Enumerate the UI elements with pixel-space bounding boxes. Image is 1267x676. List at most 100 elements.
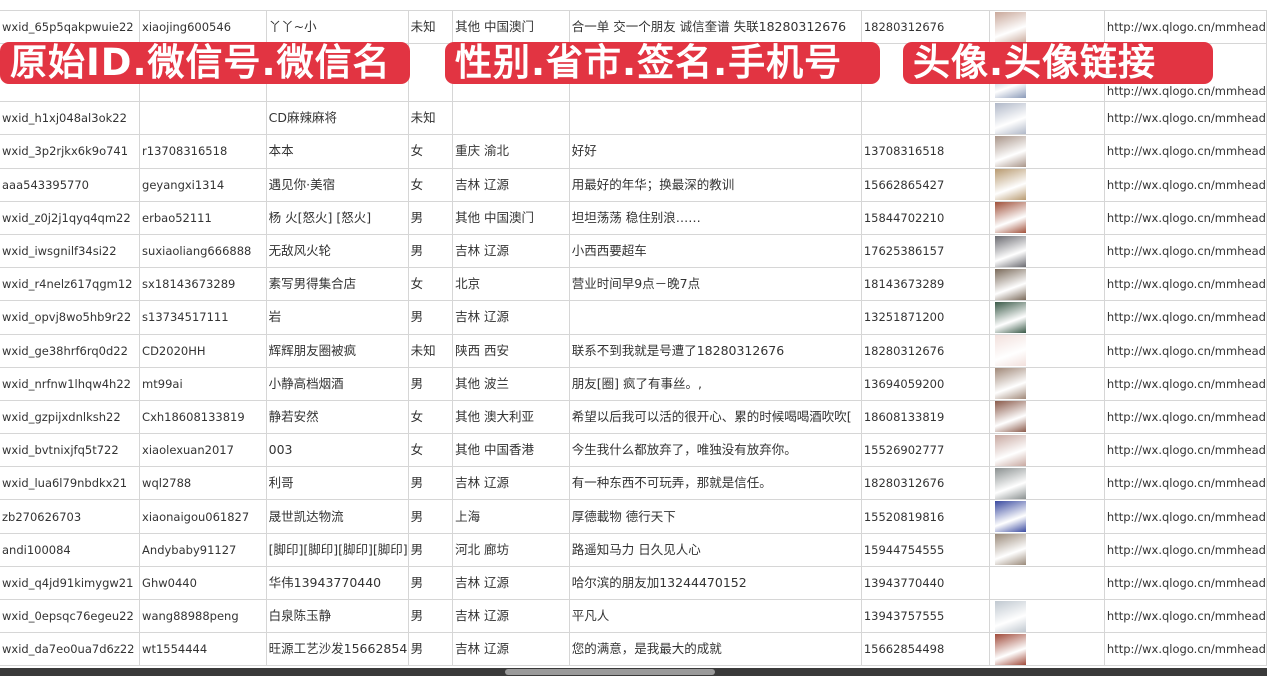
signature-cell[interactable]: 好好 — [569, 134, 862, 169]
avatar-url-cell[interactable]: http://wx.qlogo.cn/mmhead — [1104, 366, 1267, 401]
gender-cell[interactable]: 女 — [408, 134, 454, 169]
avatar-cell[interactable] — [989, 333, 1105, 368]
gender-cell[interactable]: 男 — [408, 565, 454, 601]
phone-cell[interactable]: 13943770440 — [861, 565, 990, 601]
avatar-cell[interactable] — [989, 466, 1105, 501]
phone-cell[interactable]: 15520819816 — [861, 499, 990, 534]
wechat-id-cell[interactable]: xiaonaigou061827 — [139, 499, 267, 534]
avatar-url-cell[interactable]: http://wx.qlogo.cn/mmhead — [1104, 9, 1267, 45]
region-cell[interactable]: 河北 廊坊 — [452, 532, 570, 567]
wechat-name-cell[interactable]: 丫丫~小 — [266, 9, 409, 45]
gender-cell[interactable]: 男 — [408, 598, 454, 634]
gender-cell[interactable]: 未知 — [408, 101, 454, 136]
avatar-cell[interactable] — [989, 233, 1105, 269]
avatar-cell[interactable] — [989, 598, 1105, 634]
wechat-id-cell[interactable]: xiaolexuan2017 — [139, 433, 267, 468]
avatar-cell[interactable] — [989, 632, 1105, 667]
phone-cell[interactable]: 15662854498 — [861, 632, 990, 667]
gender-cell[interactable]: 女 — [408, 399, 454, 435]
original-id-cell[interactable]: wxid_gzpijxdnlksh22 — [0, 399, 141, 435]
signature-cell[interactable]: 营业时间早9点－晚7点 — [569, 267, 862, 302]
wechat-name-cell[interactable]: 无敌风火轮 — [266, 233, 409, 269]
wechat-name-cell[interactable]: 杨 火[怒火] [怒火] — [266, 200, 409, 235]
wechat-id-cell[interactable]: CD2020HH — [139, 333, 267, 368]
signature-cell[interactable]: 厚德載物 德行天下 — [569, 499, 862, 534]
original-id-cell[interactable]: wxid_h1xj048al3ok22 — [0, 101, 141, 136]
avatar-cell[interactable] — [989, 499, 1105, 534]
signature-cell[interactable]: 平凡人 — [569, 598, 862, 634]
wechat-name-cell[interactable]: CD麻辣麻将 — [266, 101, 409, 136]
avatar-url-cell[interactable]: http://wx.qlogo.cn/mmhead — [1104, 598, 1267, 634]
wechat-id-cell[interactable]: Ghw0440 — [139, 565, 267, 601]
region-cell[interactable]: 其他 中国澳门 — [452, 200, 570, 235]
original-id-cell[interactable]: wxid_nrfnw1lhqw4h22 — [0, 366, 141, 401]
avatar-url-cell[interactable]: http://wx.qlogo.cn/mmhead — [1104, 101, 1267, 136]
wechat-name-cell[interactable]: 素写男得集合店 — [266, 267, 409, 302]
region-cell[interactable]: 北京 — [452, 267, 570, 302]
avatar-url-cell[interactable]: http://wx.qlogo.cn/mmhead — [1104, 200, 1267, 235]
wechat-name-cell[interactable]: 辉辉朋友圈被疯 — [266, 333, 409, 368]
signature-cell[interactable]: 合一单 交一个朋友 诚信奎谱 失联18280312676 — [569, 9, 862, 45]
phone-cell[interactable]: 13251871200 — [861, 300, 990, 335]
original-id-cell[interactable]: wxid_3p2rjkx6k9o741 — [0, 134, 141, 169]
phone-cell[interactable]: 18280312676 — [861, 333, 990, 368]
region-cell[interactable]: 重庆 渝北 — [452, 134, 570, 169]
avatar-url-cell[interactable]: http://wx.qlogo.cn/mmhead — [1104, 167, 1267, 202]
phone-cell[interactable]: 13694059200 — [861, 366, 990, 401]
signature-cell[interactable]: 路遥知马力 日久见人心 — [569, 532, 862, 567]
region-cell[interactable]: 吉林 辽源 — [452, 167, 570, 202]
avatar-cell[interactable] — [989, 134, 1105, 169]
gender-cell[interactable]: 女 — [408, 267, 454, 302]
region-cell[interactable]: 其他 中国澳门 — [452, 9, 570, 45]
region-cell[interactable]: 其他 中国香港 — [452, 433, 570, 468]
avatar-url-cell[interactable]: http://wx.qlogo.cn/mmhead — [1104, 267, 1267, 302]
phone-cell[interactable] — [861, 101, 990, 136]
region-cell[interactable]: 吉林 辽源 — [452, 233, 570, 269]
region-cell[interactable]: 其他 波兰 — [452, 366, 570, 401]
avatar-url-cell[interactable]: http://wx.qlogo.cn/mmhead — [1104, 466, 1267, 501]
avatar-cell[interactable] — [989, 366, 1105, 401]
original-id-cell[interactable]: wxid_0epsqc76egeu22 — [0, 598, 141, 634]
wechat-id-cell[interactable] — [139, 101, 267, 136]
gender-cell[interactable]: 女 — [408, 433, 454, 468]
wechat-name-cell[interactable]: 旺源工艺沙发15662854 — [266, 632, 409, 667]
gender-cell[interactable]: 男 — [408, 300, 454, 335]
original-id-cell[interactable]: wxid_opvj8wo5hb9r22 — [0, 300, 141, 335]
original-id-cell[interactable]: wxid_z0j2j1qyq4qm22 — [0, 200, 141, 235]
signature-cell[interactable]: 哈尔滨的朋友加13244470152 — [569, 565, 862, 601]
avatar-url-cell[interactable]: http://wx.qlogo.cn/mmhead — [1104, 399, 1267, 435]
original-id-cell[interactable]: wxid_r4nelz617qgm12 — [0, 267, 141, 302]
wechat-id-cell[interactable]: mt99ai — [139, 366, 267, 401]
avatar-cell[interactable] — [989, 9, 1105, 45]
region-cell[interactable] — [452, 101, 570, 136]
wechat-name-cell[interactable]: 003 — [266, 433, 409, 468]
phone-cell[interactable]: 17625386157 — [861, 233, 990, 269]
wechat-name-cell[interactable]: 华伟13943770440 — [266, 565, 409, 601]
wechat-name-cell[interactable]: 小静高档烟酒 — [266, 366, 409, 401]
avatar-cell[interactable] — [989, 300, 1105, 335]
avatar-url-cell[interactable]: http://wx.qlogo.cn/mmhead — [1104, 532, 1267, 567]
phone-cell[interactable]: 13708316518 — [861, 134, 990, 169]
avatar-cell[interactable] — [989, 565, 1105, 601]
wechat-id-cell[interactable]: wt1554444 — [139, 632, 267, 667]
region-cell[interactable]: 陕西 西安 — [452, 333, 570, 368]
wechat-id-cell[interactable]: wang88988peng — [139, 598, 267, 634]
signature-cell[interactable]: 用最好的年华；换最深的教训 — [569, 167, 862, 202]
wechat-name-cell[interactable]: 本本 — [266, 134, 409, 169]
region-cell[interactable]: 吉林 辽源 — [452, 565, 570, 601]
avatar-url-cell[interactable]: http://wx.qlogo.cn/mmhead — [1104, 134, 1267, 169]
avatar-url-cell[interactable]: http://wx.qlogo.cn/mmhead — [1104, 333, 1267, 368]
signature-cell[interactable] — [569, 300, 862, 335]
avatar-url-cell[interactable]: http://wx.qlogo.cn/mmhead — [1104, 565, 1267, 601]
region-cell[interactable]: 吉林 辽源 — [452, 300, 570, 335]
avatar-cell[interactable] — [989, 101, 1105, 136]
phone-cell[interactable]: 18143673289 — [861, 267, 990, 302]
wechat-id-cell[interactable]: sx18143673289 — [139, 267, 267, 302]
gender-cell[interactable]: 未知 — [408, 333, 454, 368]
region-cell[interactable]: 上海 — [452, 499, 570, 534]
wechat-name-cell[interactable]: 利哥 — [266, 466, 409, 501]
phone-cell[interactable]: 18608133819 — [861, 399, 990, 435]
gender-cell[interactable]: 男 — [408, 466, 454, 501]
phone-cell[interactable]: 15526902777 — [861, 433, 990, 468]
wechat-name-cell[interactable]: 晟世凯达物流 — [266, 499, 409, 534]
